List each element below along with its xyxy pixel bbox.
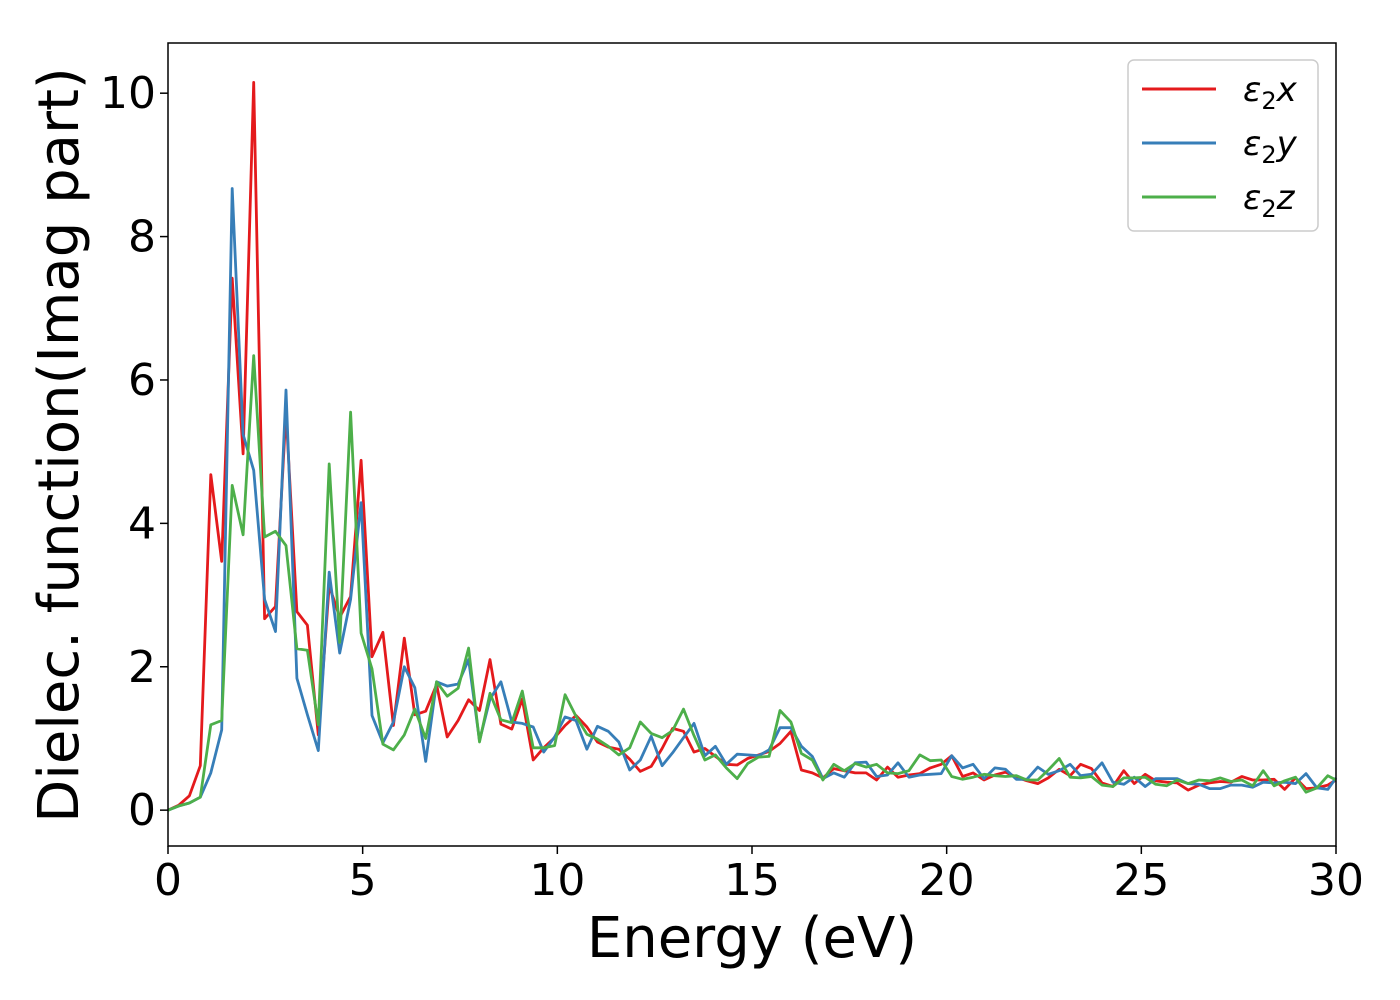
x-tick-label: 0 [154, 855, 182, 906]
y-tick-label: 4 [128, 498, 156, 549]
legend-label-z: ε2z [1243, 178, 1296, 223]
series-line-z [167, 354, 1337, 812]
legend-box [1127, 59, 1319, 232]
legend-label-x: ε2x [1243, 70, 1298, 115]
x-tick-label: 20 [919, 855, 975, 906]
y-tick-label: 8 [128, 212, 156, 263]
x-tick-label: 30 [1308, 855, 1364, 906]
x-axis-title: Energy (eV) [587, 906, 917, 971]
ticks-layer: 0 5 10 15 20 25 30 0 2 4 6 8 10 [100, 68, 1364, 906]
legend-label-y: ε2y [1243, 124, 1298, 169]
y-tick-label: 10 [100, 68, 156, 119]
y-tick-label: 6 [128, 355, 156, 406]
legend: ε2x ε2y ε2z [1127, 59, 1319, 232]
y-tick-label: 2 [128, 642, 156, 693]
y-tick-label: 0 [128, 785, 156, 836]
x-tick-label: 25 [1113, 855, 1169, 906]
x-tick-label: 10 [529, 855, 585, 906]
x-tick-label: 15 [724, 855, 780, 906]
series-line-y [167, 187, 1338, 812]
x-tick-label: 5 [349, 855, 377, 906]
y-axis-title: Dielec. function(Imag part) [27, 67, 92, 823]
series-layer [167, 81, 1338, 812]
